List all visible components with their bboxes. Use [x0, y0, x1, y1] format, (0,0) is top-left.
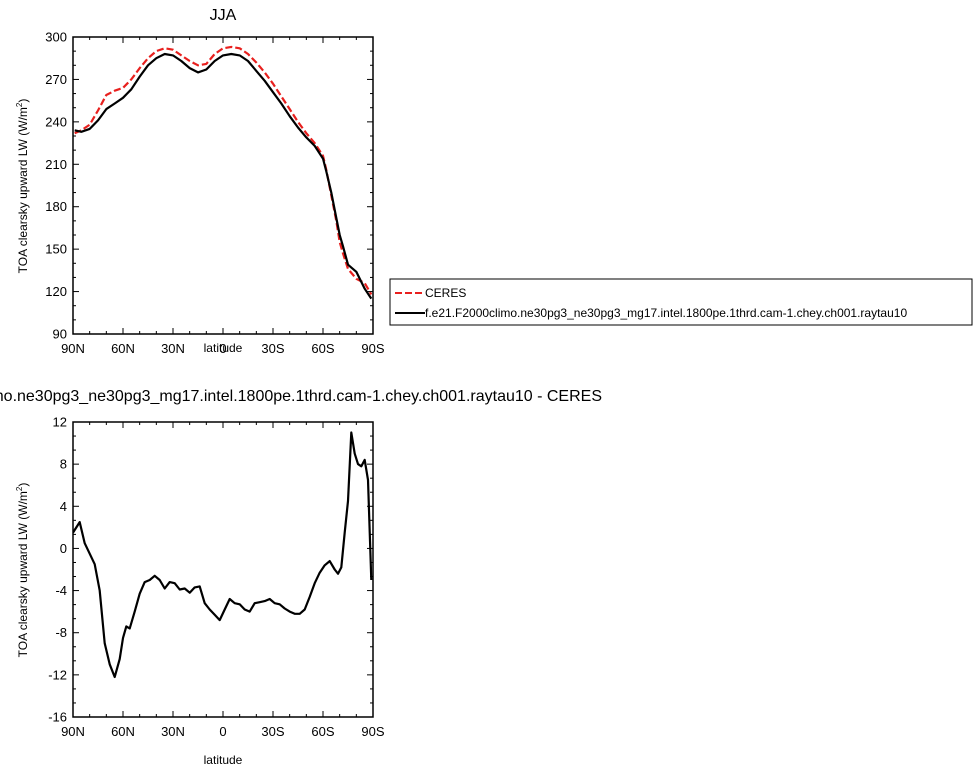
x-tick-label: 30S: [261, 341, 284, 356]
y-tick-label: 0: [60, 541, 67, 556]
x-tick-label: 60N: [111, 341, 135, 356]
legend-box: [389, 278, 973, 326]
bottom-y-axis-label: TOA clearsky upward LW (W/m2): [15, 483, 30, 658]
x-tick-label: 0: [219, 724, 226, 739]
top-panel-title: JJA: [210, 7, 237, 24]
y-tick-label: 90: [53, 327, 67, 342]
x-tick-label: 90S: [361, 341, 384, 356]
x-tick-label: 30S: [261, 724, 284, 739]
y-tick-label: -12: [48, 667, 67, 682]
y-tick-label: -16: [48, 710, 67, 725]
top-panel: JJA 90N 60N 30N 0 30S 60S 90S 90 120 150 180 210 240…: [15, 7, 385, 356]
legend: CERES f.e21.F2000climo.ne30pg3_ne30pg3_m…: [389, 278, 973, 326]
bottom-panel: f.e21.F2000climo.ne30pg3_ne30pg3_mg17.in…: [0, 388, 602, 767]
x-tick-label: 60N: [111, 724, 135, 739]
y-tick-label: 150: [45, 242, 67, 257]
legend-label-ceres: CERES: [425, 286, 466, 300]
y-tick-label: 4: [60, 499, 67, 514]
x-tick-label: 90N: [61, 724, 85, 739]
y-tick-label: -4: [55, 583, 67, 598]
x-tick-label: 0: [219, 341, 226, 356]
bottom-panel-title: f.e21.F2000climo.ne30pg3_ne30pg3_mg17.in…: [0, 388, 602, 405]
series-line-1-0: [73, 431, 373, 679]
top-y-axis-label: TOA clearsky upward LW (W/m2): [15, 99, 30, 274]
plot-frame-0: [72, 36, 374, 335]
top-plot-area: 90N 60N 30N 0 30S 60S 90S 90 120 150 180 210 240 270 3…: [45, 30, 385, 357]
y-tick-label: 240: [45, 114, 67, 129]
y-tick-label: 180: [45, 199, 67, 214]
legend-label-model: f.e21.F2000climo.ne30pg3_ne30pg3_mg17.in…: [425, 306, 907, 320]
bottom-x-axis-label: latitude: [204, 753, 243, 767]
y-tick-label: 12: [53, 415, 67, 430]
y-tick-label: -8: [55, 625, 67, 640]
bottom-plot-area: 90N 60N 30N 0 30S 60S 90S -16 -12 -8 -4 0 4 8 12: [48, 415, 385, 740]
y-tick-label: 210: [45, 157, 67, 172]
top-x-axis-label: latitude: [204, 341, 243, 355]
y-tick-label: 8: [60, 457, 67, 472]
y-tick-label: 120: [45, 284, 67, 299]
x-tick-label: 90N: [61, 341, 85, 356]
series-line-0-1: [74, 52, 373, 300]
x-tick-label: 60S: [311, 341, 334, 356]
x-tick-label: 30N: [161, 341, 185, 356]
plot-frame-1: [72, 421, 374, 718]
x-tick-label: 90S: [361, 724, 384, 739]
y-tick-label: 300: [45, 30, 67, 45]
y-tick-label: 270: [45, 72, 67, 87]
x-tick-label: 30N: [161, 724, 185, 739]
x-tick-label: 60S: [311, 724, 334, 739]
